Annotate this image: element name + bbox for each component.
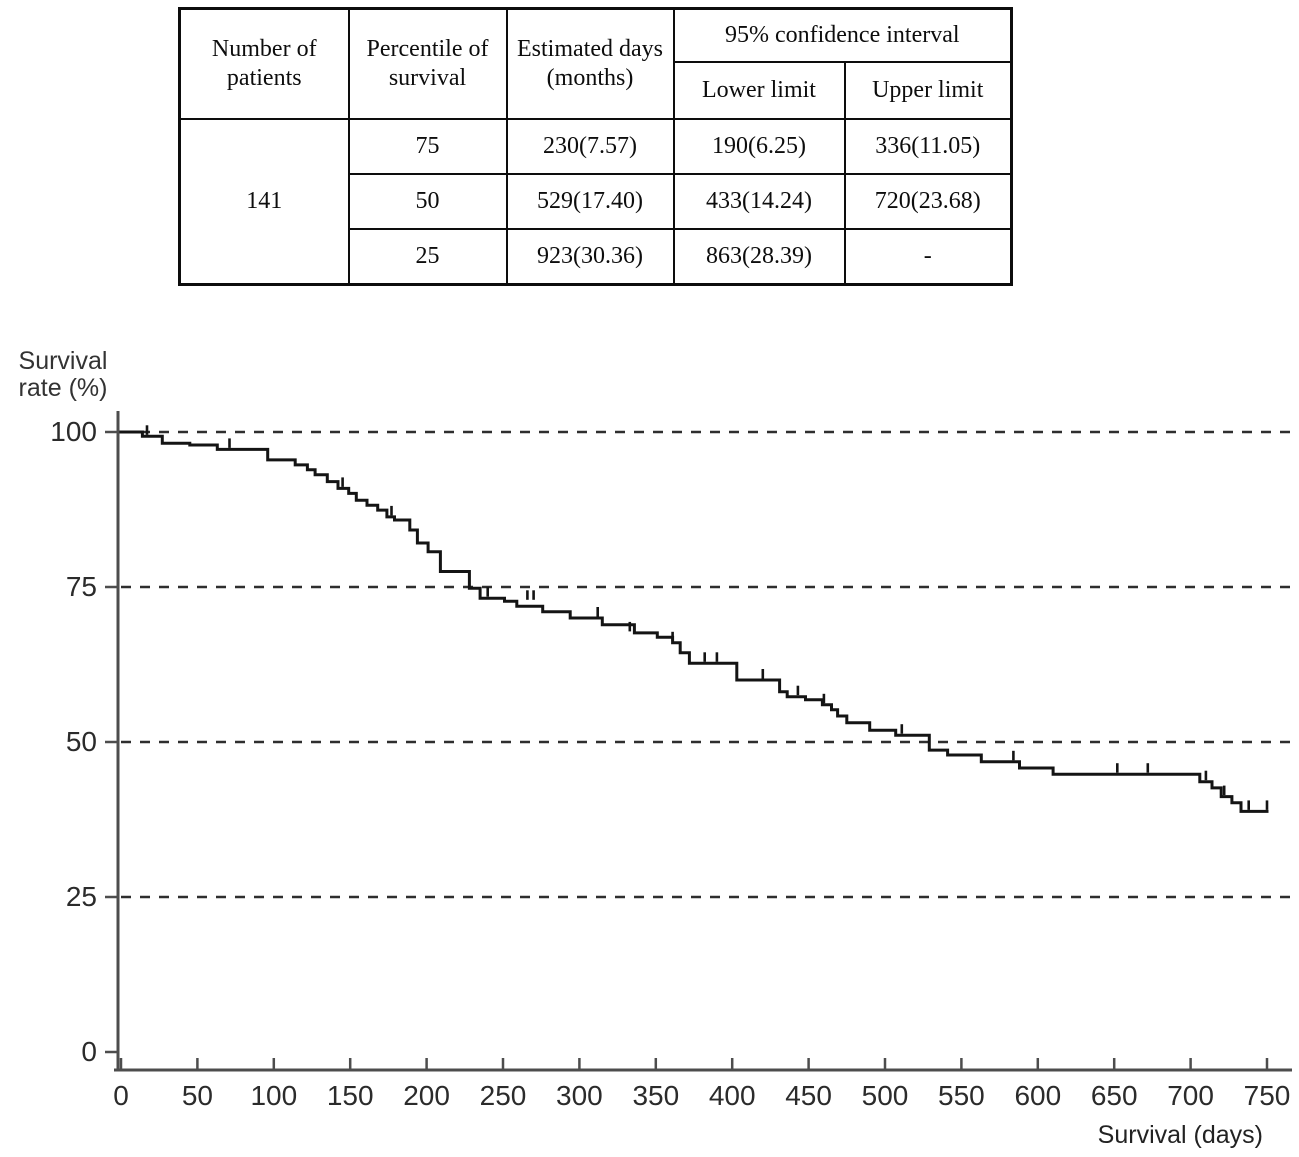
- y-tick-label: 100: [50, 416, 97, 447]
- cell-upper: 720(23.68): [843, 173, 1013, 230]
- x-tick-label: 650: [1091, 1080, 1138, 1111]
- x-tick-label: 400: [709, 1080, 756, 1111]
- cell-lower: 190(6.25): [672, 118, 846, 175]
- header-upper-limit: Upper limit: [843, 60, 1013, 121]
- x-tick-label: 250: [480, 1080, 527, 1111]
- x-axis-title: Survival (days): [1097, 1121, 1263, 1149]
- header-lower-limit: Lower limit: [672, 60, 846, 121]
- header-confidence-interval: 95% confidence interval: [672, 7, 1013, 63]
- cell-percentile: 50: [347, 173, 508, 230]
- x-tick-label: 150: [327, 1080, 374, 1111]
- cell-upper: 336(11.05): [843, 118, 1013, 175]
- y-axis-title: Survival rate (%): [8, 348, 118, 402]
- cell-estimate: 230(7.57): [505, 118, 675, 175]
- x-tick-label: 450: [785, 1080, 832, 1111]
- x-tick-label: 100: [250, 1080, 297, 1111]
- x-tick-label: 600: [1014, 1080, 1061, 1111]
- cell-estimate: 529(17.40): [505, 173, 675, 230]
- x-tick-label: 500: [862, 1080, 909, 1111]
- cell-estimate: 923(30.36): [505, 228, 675, 285]
- survival-statistics-table: Number of patients Percentile of surviva…: [178, 7, 1013, 286]
- header-percentile-of-survival: Percentile of survival: [347, 7, 508, 120]
- cell-percentile: 25: [347, 228, 508, 285]
- cell-upper: -: [843, 228, 1013, 285]
- x-tick-label: 550: [938, 1080, 985, 1111]
- cell-lower: 863(28.39): [672, 228, 846, 285]
- y-axis-title-line1: Survival: [18, 347, 108, 375]
- cell-lower: 433(14.24): [672, 173, 846, 230]
- x-tick-label: 200: [403, 1080, 450, 1111]
- table-row: 141 75 230(7.57) 190(6.25) 336(11.05): [178, 118, 1013, 285]
- y-tick-label: 0: [81, 1036, 97, 1067]
- y-axis-title-line2: rate (%): [18, 374, 108, 402]
- header-number-of-patients: Number of patients: [178, 7, 350, 120]
- survival-curve: [119, 430, 1269, 813]
- x-tick-label: 0: [113, 1080, 129, 1111]
- x-tick-label: 750: [1244, 1080, 1291, 1111]
- x-tick-label: 350: [632, 1080, 679, 1111]
- x-tick-label: 700: [1167, 1080, 1214, 1111]
- y-tick-label: 25: [66, 881, 97, 912]
- cell-percentile: 75: [347, 118, 508, 175]
- table-row: 50 529(17.40) 433(14.24) 720(23.68): [180, 173, 1013, 230]
- y-tick-label: 50: [66, 726, 97, 757]
- header-estimated-days: Estimated days (months): [505, 7, 675, 120]
- cell-n-patients: 141: [178, 118, 350, 285]
- x-tick-label: 300: [556, 1080, 603, 1111]
- y-tick-label: 75: [66, 571, 97, 602]
- x-tick-label: 50: [182, 1080, 213, 1111]
- table-row: 25 923(30.36) 863(28.39) -: [180, 228, 1013, 285]
